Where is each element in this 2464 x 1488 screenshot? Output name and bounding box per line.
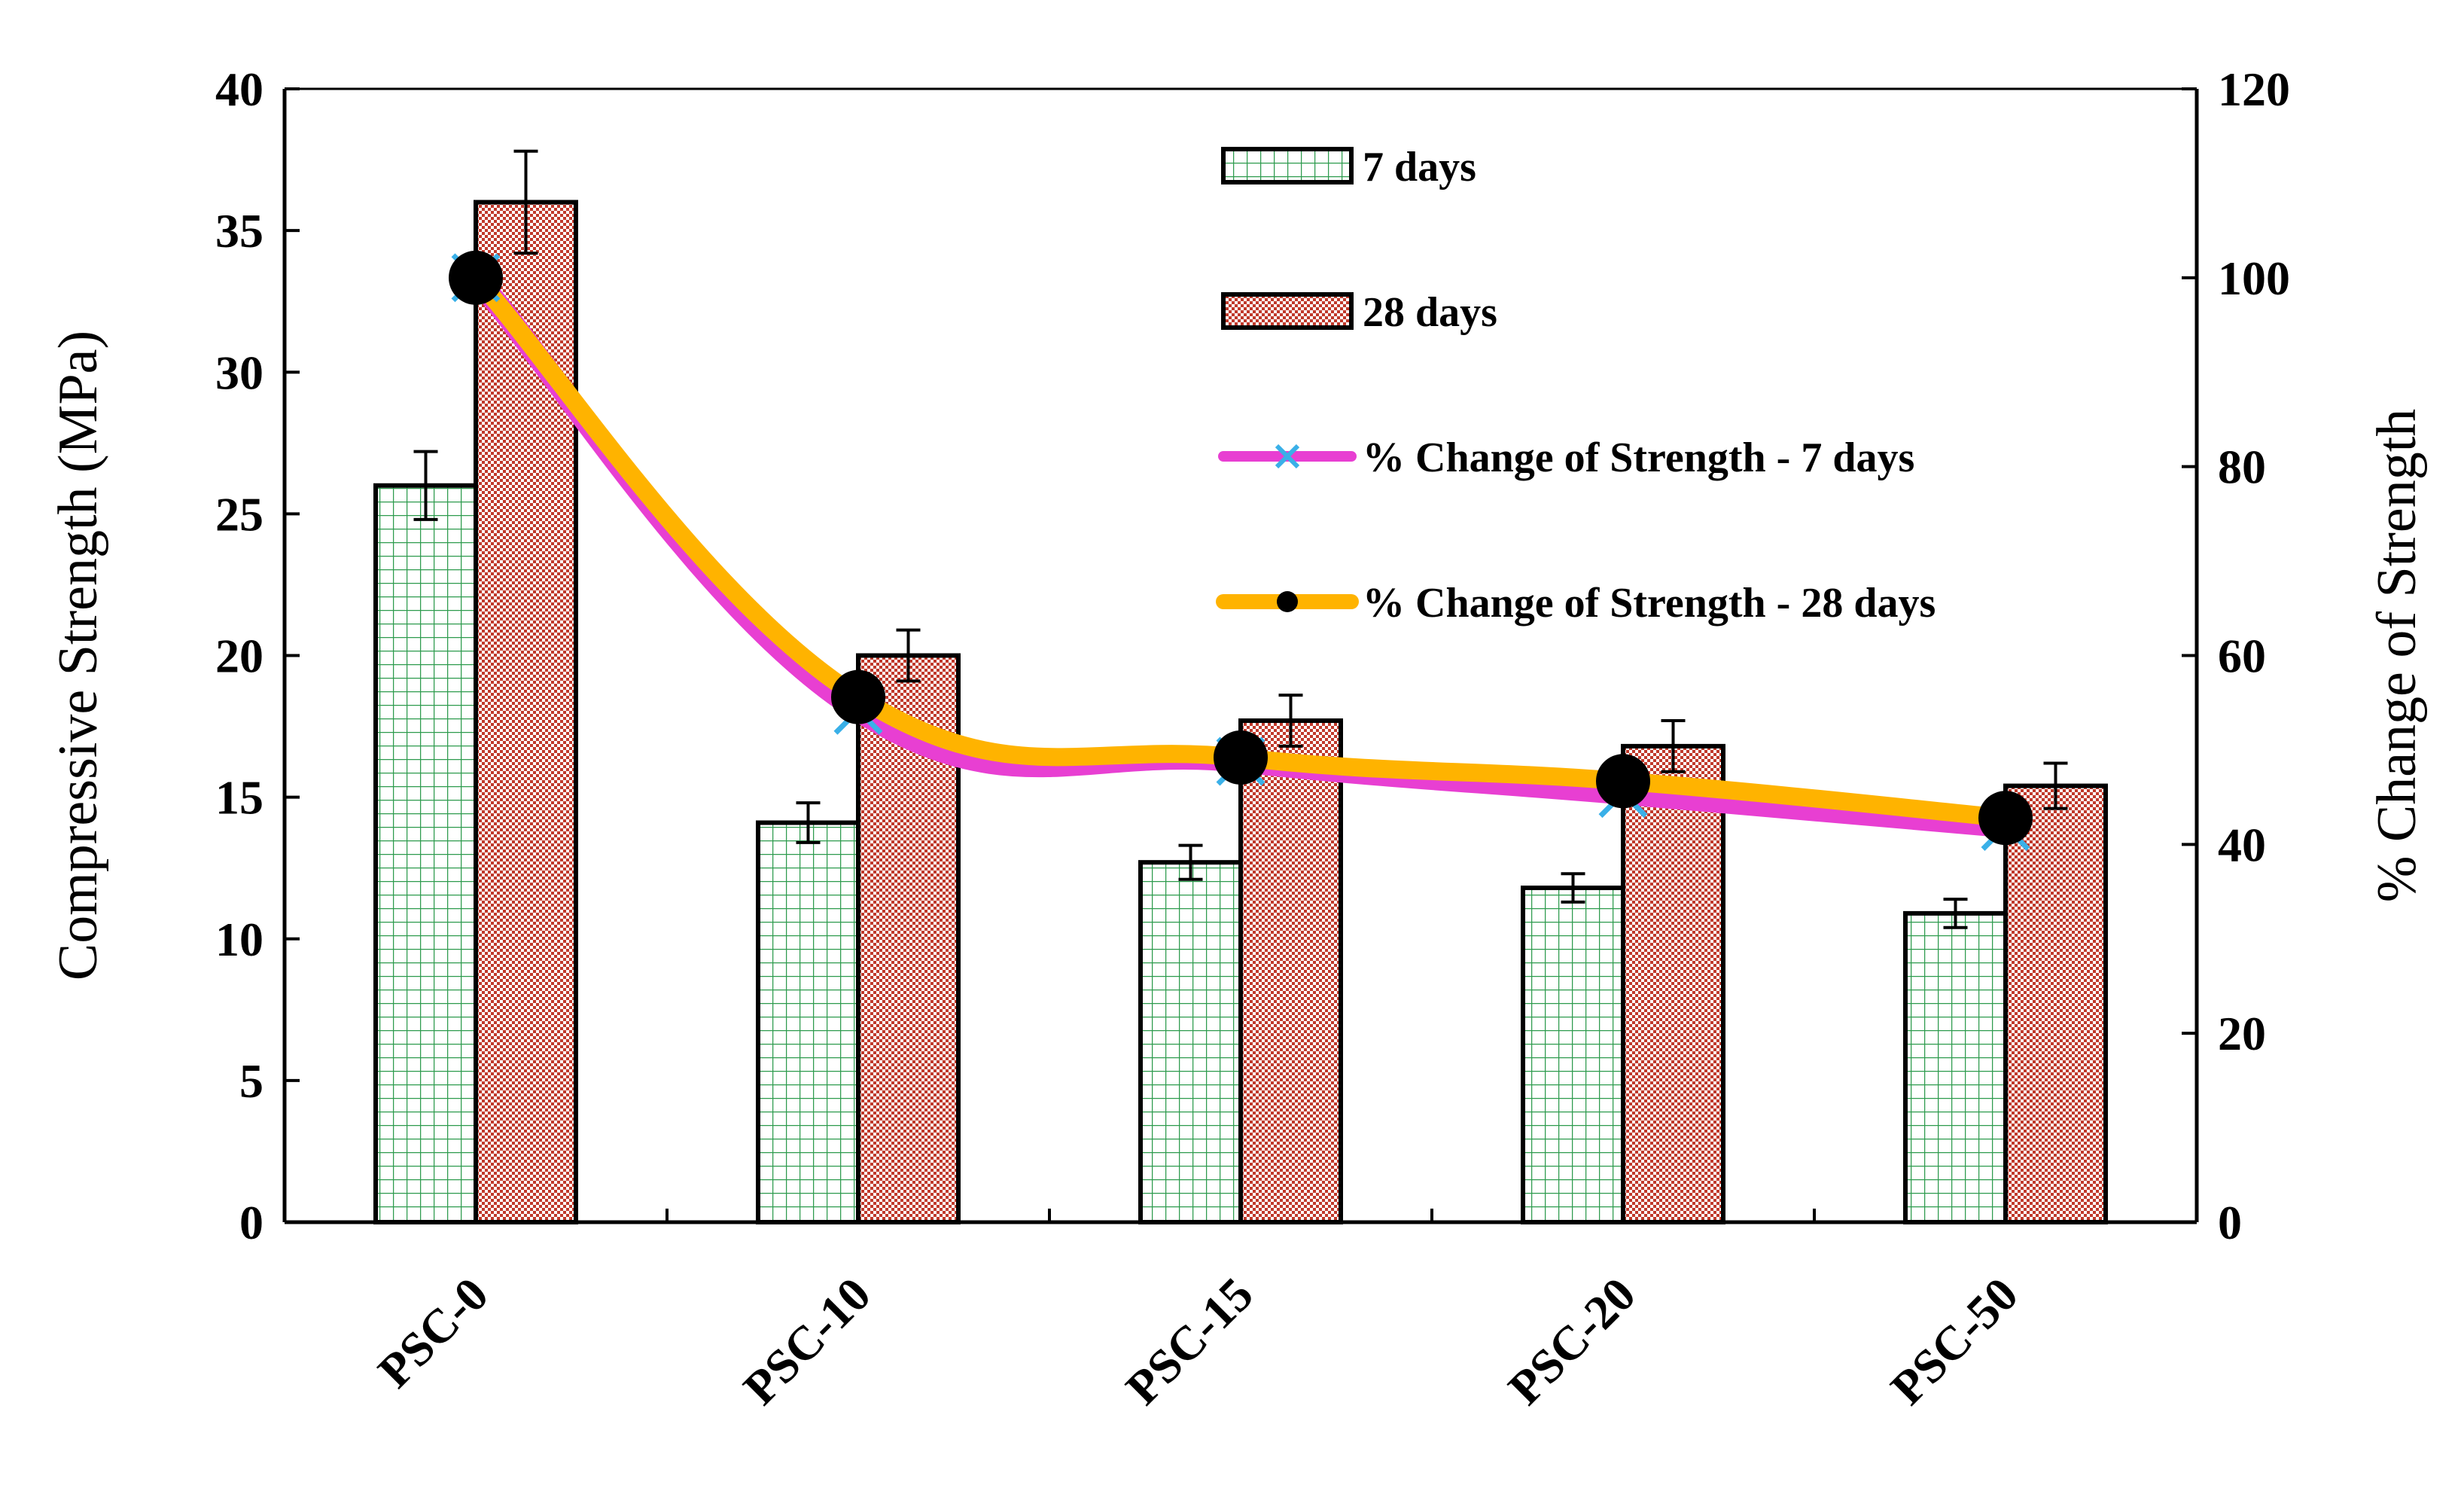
y-tick-label-right: 120 [2218,63,2290,116]
y-tick-label-left: 25 [215,487,263,541]
y-tick-label-right: 40 [2218,818,2266,871]
legend-swatch [1221,147,1354,184]
bar-28-days [1238,718,1343,1224]
marker-28-days [1978,791,2033,846]
legend-swatch [1221,292,1354,330]
legend: 7 days 28 days % Change of Strength - 7 da… [1216,144,1936,627]
y-tick-label-right: 60 [2218,630,2266,683]
y-tick-label-right: 80 [2218,441,2266,494]
y-tick-label-right: 20 [2218,1007,2266,1060]
y-tick-label-left: 20 [215,630,263,683]
y-tick-label-right: 100 [2218,252,2290,305]
bar-7-days [1903,910,2008,1224]
legend-label: % Change of Strength - 7 days [1363,435,1914,481]
bar-28-days [2003,783,2108,1224]
x-tick-label: PSC-20 [1498,1267,1646,1415]
legend-label: % Change of Strength - 28 days [1363,580,1936,627]
bar-7-days [1138,860,1243,1224]
y-tick-label-right: 0 [2218,1196,2242,1249]
legend-label: 28 days [1363,289,1497,336]
y-tick-label-left: 5 [239,1054,263,1108]
marker-28-days [449,250,503,305]
y-tick-label-left: 40 [215,63,263,116]
line-28-days [467,268,2015,828]
bar-7-days [756,820,860,1225]
y-tick-label-left: 15 [215,771,263,825]
x-tick-label: PSC-10 [733,1267,881,1415]
legend-marker [1275,444,1300,469]
x-tick-label: PSC-0 [368,1267,498,1398]
bar-7-days [1521,886,1625,1225]
marker-28-days [831,669,885,724]
bar-28-days [1621,743,1725,1224]
y-tick-label-left: 10 [215,913,263,966]
x-tick-label: PSC-15 [1116,1267,1263,1415]
legend-marker [1277,591,1298,612]
x-tick-label: PSC-50 [1881,1267,2028,1415]
y-tick-label-left: 30 [215,346,263,399]
marker-28-days [1596,754,1650,809]
lines-layer [449,250,2033,851]
bar-7-days [373,483,478,1224]
legend-label: 7 days [1363,144,1476,191]
y-tick-label-left: 0 [239,1196,263,1249]
y-axis-title: Compressive Strength (MPa) [47,331,109,980]
marker-28-days [1214,730,1268,785]
y-tick-label-left: 35 [215,204,263,258]
y2-axis-title: % Change of Strength [2366,409,2428,903]
